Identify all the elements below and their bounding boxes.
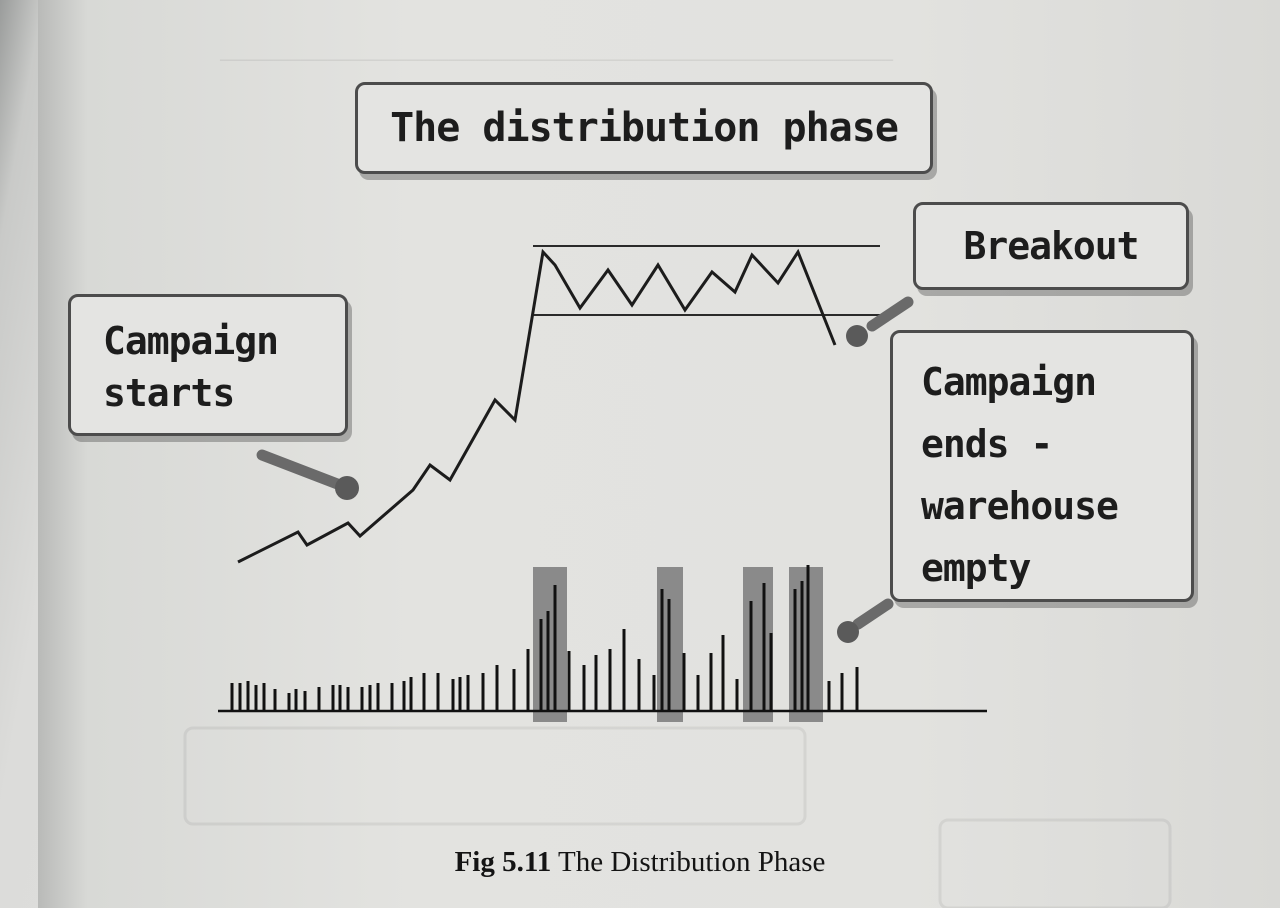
callout-line: warehouse (921, 484, 1119, 528)
figure-caption: Fig 5.11 The Distribution Phase (0, 846, 1280, 879)
callout-campaign-starts: Campaign starts (68, 294, 348, 436)
volume-highlights (533, 567, 823, 722)
figure-number: Fig 5.11 (454, 846, 552, 878)
price-line (237, 248, 837, 564)
show-through-shapes (183, 726, 1172, 908)
figure-title: The Distribution Phase (557, 846, 826, 878)
pointer-campaign-starts (256, 449, 359, 500)
pointer-breakout (846, 296, 914, 347)
callout-line: Campaign (103, 319, 279, 363)
callout-line: ends - (921, 422, 1053, 466)
callout-line: Campaign (921, 360, 1097, 404)
callout-line: starts (103, 371, 235, 415)
diagram-title: The distribution phase (355, 82, 933, 174)
callout-line: empty (921, 546, 1031, 590)
callout-campaign-ends: Campaign ends - warehouse empty (890, 330, 1194, 602)
show-through-text: ────────────────────────────────────────… (220, 50, 894, 71)
pointer-campaign-ends (837, 598, 894, 643)
callout-breakout: Breakout (913, 202, 1189, 290)
volume-bars (230, 565, 859, 711)
